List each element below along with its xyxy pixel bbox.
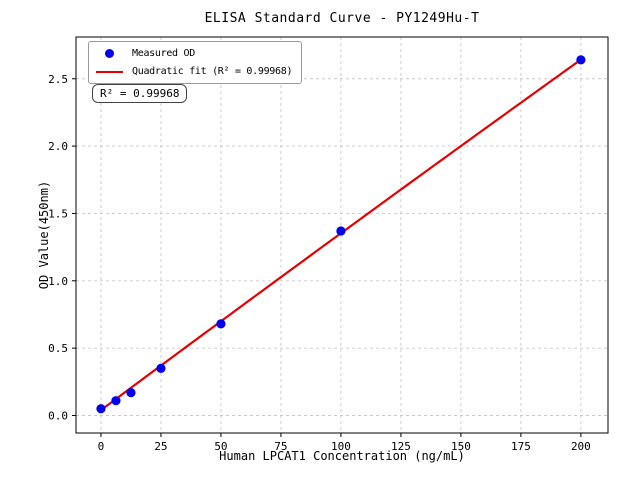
svg-text:50: 50: [214, 440, 227, 453]
y-axis-label: OD Value(450nm): [37, 180, 51, 290]
svg-text:75: 75: [274, 440, 287, 453]
svg-text:1.5: 1.5: [48, 207, 68, 220]
svg-text:175: 175: [511, 440, 531, 453]
svg-text:25: 25: [154, 440, 167, 453]
r-squared-annotation: R² = 0.99968: [92, 84, 188, 103]
svg-text:150: 150: [451, 440, 471, 453]
legend-item-quadratic-fit: Quadratic fit (R² = 0.99968): [96, 63, 292, 80]
legend-item-label: Quadratic fit (R² = 0.99968): [132, 66, 293, 77]
chart-title: ELISA Standard Curve - PY1249Hu-T: [204, 11, 480, 26]
legend-item-measured-od: Measured OD: [96, 45, 292, 62]
svg-text:200: 200: [571, 440, 591, 453]
svg-text:2.5: 2.5: [48, 73, 68, 86]
svg-text:0.5: 0.5: [48, 342, 68, 355]
y-ticks: [72, 78, 76, 416]
svg-text:1.0: 1.0: [48, 275, 68, 288]
legend-item-label: Measured OD: [132, 48, 195, 59]
svg-text:0.0: 0.0: [48, 409, 68, 422]
svg-text:100: 100: [331, 440, 351, 453]
svg-text:2.0: 2.0: [48, 140, 68, 153]
legend: Measured OD Quadratic fit (R² = 0.99968): [88, 41, 303, 84]
svg-text:125: 125: [391, 440, 411, 453]
y-gridlines: [76, 78, 608, 416]
scatter-points: [96, 55, 586, 414]
svg-text:0: 0: [98, 440, 105, 453]
x-tick-labels: 0 25 50 75 100 125 150 175 200: [98, 440, 591, 453]
plot-border: [75, 36, 609, 434]
y-tick-labels: 0.0 0.5 1.0 1.5 2.0 2.5: [48, 73, 68, 423]
legend-dot-marker-icon: [96, 49, 123, 58]
x-ticks: [100, 433, 582, 437]
x-axis-label: Human LPCAT1 Concentration (ng/mL): [219, 449, 465, 463]
legend-line-marker-icon: [96, 70, 123, 73]
